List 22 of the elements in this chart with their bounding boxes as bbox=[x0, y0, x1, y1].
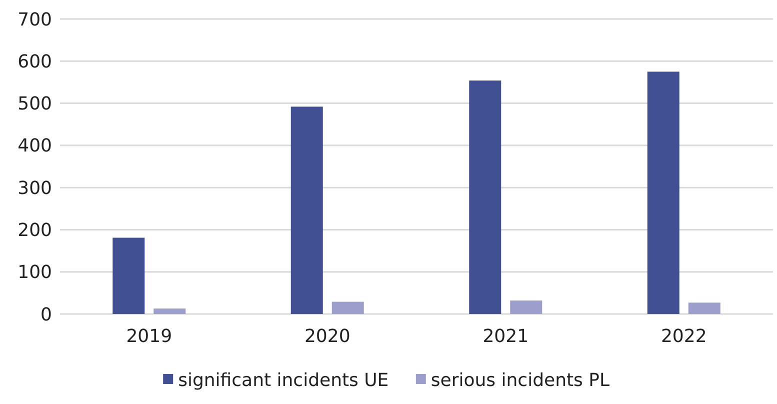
bar bbox=[154, 308, 186, 314]
bar bbox=[510, 300, 542, 314]
bar bbox=[688, 302, 720, 314]
bar bbox=[112, 238, 145, 314]
y-tick-label: 700 bbox=[18, 9, 52, 30]
bar bbox=[290, 106, 323, 314]
y-tick-label: 200 bbox=[18, 220, 52, 242]
legend-label: serious incidents PL bbox=[430, 370, 610, 391]
y-tick-label: 300 bbox=[18, 178, 52, 199]
x-tick-label: 2021 bbox=[482, 326, 529, 347]
y-tick-label: 600 bbox=[18, 51, 52, 72]
bar bbox=[332, 302, 364, 314]
x-tick-label: 2022 bbox=[660, 326, 707, 347]
x-tick-label: 2020 bbox=[304, 326, 350, 347]
y-tick-label: 100 bbox=[18, 262, 52, 284]
y-tick-label: 500 bbox=[18, 94, 52, 115]
x-tick-label: 2019 bbox=[126, 326, 172, 347]
bar bbox=[469, 80, 502, 314]
legend-label: significant incidents UE bbox=[178, 370, 389, 391]
y-tick-label: 400 bbox=[18, 136, 52, 157]
bar bbox=[647, 72, 680, 314]
y-tick-label: 0 bbox=[40, 304, 52, 326]
